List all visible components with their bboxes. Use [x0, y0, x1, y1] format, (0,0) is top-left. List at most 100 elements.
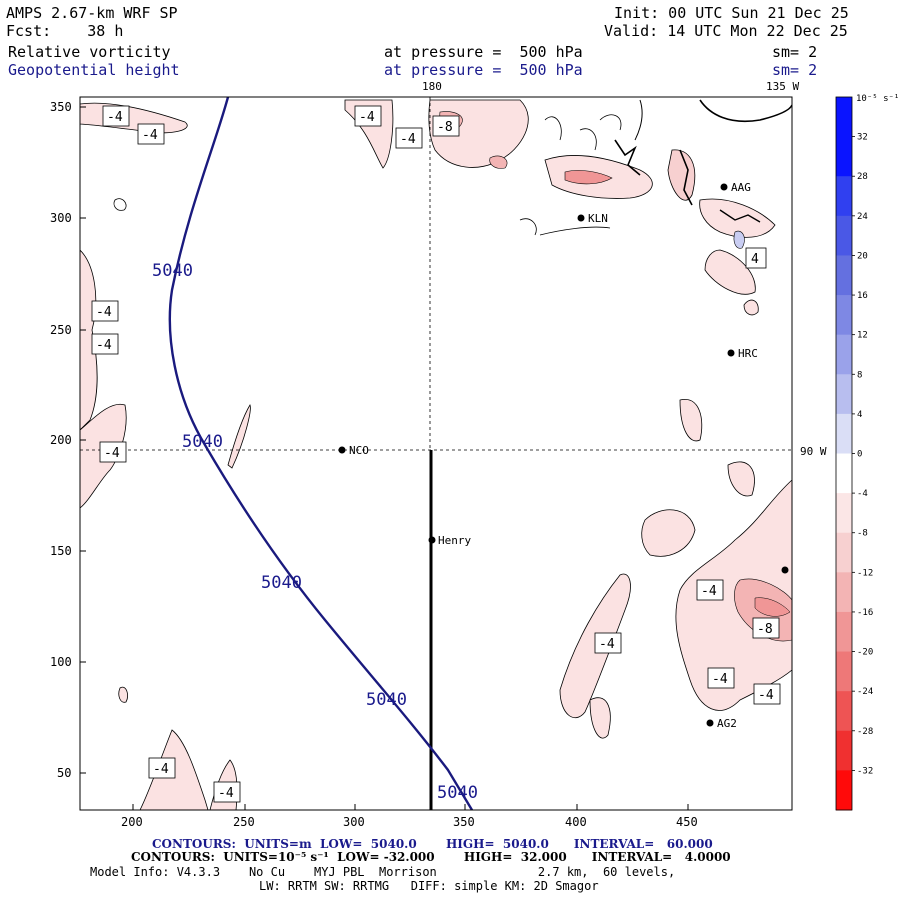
colorbar-cell: [836, 176, 852, 217]
svg-text:-8: -8: [437, 120, 453, 135]
colorbar-label: 0: [857, 450, 862, 460]
footer-height-contours: CONTOURS: UNITS=m LOW= 5040.0 HIGH= 5040…: [152, 837, 713, 851]
colorbar-label: 24: [857, 212, 868, 222]
svg-text:-4: -4: [96, 305, 112, 320]
vort-label: -4: [102, 105, 130, 127]
y-tick-250: 250: [50, 323, 72, 337]
vort-label: -4: [213, 781, 241, 803]
svg-text:-4: -4: [153, 762, 169, 777]
colorbar-cell: [836, 493, 852, 534]
x-tick-400: 400: [565, 815, 587, 829]
colorbar-cell: [836, 413, 852, 454]
colorbar-label: 4: [857, 410, 862, 420]
colorbar-cell: [836, 770, 852, 811]
vort-label: -4: [594, 632, 622, 654]
colorbar-label: 28: [857, 172, 868, 182]
axis-ticks: [80, 106, 689, 810]
vorticity-shading: [80, 99, 792, 810]
x-tick-350: 350: [453, 815, 475, 829]
footer-model-info: Model Info: V4.3.3 No Cu MYJ PBL Morriso…: [90, 865, 676, 879]
vort-label: -4: [137, 123, 165, 145]
forecast-hour: Fcst: 38 h: [6, 22, 124, 40]
station-aag: AAG: [720, 181, 751, 194]
height-label-3: 5040: [261, 573, 302, 593]
meridian-90w: 90 W: [800, 445, 827, 458]
meridian-180: 180: [422, 80, 442, 93]
meridian-135w: 135 W: [766, 80, 799, 93]
colorbar-label: 32: [857, 133, 868, 143]
station-kln: KLN: [577, 212, 608, 225]
init-time: Init: 00 UTC Sun 21 Dec 25: [614, 4, 849, 22]
height-label-5: 5040: [437, 783, 478, 803]
footer-vort-contours: CONTOURS: UNITS=10⁻⁵ s⁻¹ LOW= -32.000 HI…: [131, 850, 731, 864]
y-tick-100: 100: [50, 655, 72, 669]
valid-time: Valid: 14 UTC Mon 22 Dec 25: [604, 22, 848, 40]
svg-text:-4: -4: [104, 446, 120, 461]
colorbar-label: -4: [857, 489, 868, 499]
vort-label: 4: [745, 247, 767, 269]
x-tick-450: 450: [676, 815, 698, 829]
vort-label: -4: [395, 127, 423, 149]
svg-text:KLN: KLN: [588, 212, 608, 225]
colorbar-cell: [836, 136, 852, 177]
svg-text:HRC: HRC: [738, 347, 758, 360]
colorbar-cell: [836, 572, 852, 613]
colorbar-label: -32: [857, 766, 873, 776]
model-title: AMPS 2.67-km WRF SP: [6, 4, 178, 22]
colorbar-label: -8: [857, 529, 868, 539]
colorbar-cell: [836, 97, 852, 138]
svg-text:-4: -4: [400, 132, 416, 147]
svg-text:NCO: NCO: [349, 444, 369, 457]
y-tick-50: 50: [57, 766, 71, 780]
height-label-1: 5040: [152, 261, 193, 281]
svg-text:-4: -4: [599, 637, 615, 652]
colorbar-label: -28: [857, 727, 873, 737]
colorbar-label: -12: [857, 568, 873, 578]
colorbar-label: 20: [857, 251, 868, 261]
y-tick-300: 300: [50, 211, 72, 225]
svg-text:-4: -4: [107, 110, 123, 125]
svg-text:-4: -4: [218, 786, 234, 801]
colorbar-cell: [836, 651, 852, 692]
x-tick-200: 200: [121, 815, 143, 829]
colorbar-unit: 10⁻⁵ s⁻¹: [856, 94, 899, 104]
vort-label: -4: [753, 683, 781, 705]
colorbar-label: 16: [857, 291, 868, 301]
vort-label: -4: [354, 105, 382, 127]
footer-physics: LW: RRTM SW: RRTMG DIFF: simple KM: 2D S…: [259, 879, 599, 893]
vort-label: -4: [696, 579, 724, 601]
y-tick-150: 150: [50, 544, 72, 558]
field1-name: Relative vorticity: [8, 43, 171, 61]
vort-label: -4: [148, 757, 176, 779]
colorbar-cell: [836, 215, 852, 256]
station-ag2: AG2: [706, 717, 737, 730]
colorbar-cell: [836, 453, 852, 494]
y-tick-200: 200: [50, 433, 72, 447]
colorbar-cell: [836, 374, 852, 415]
colorbar-label: -16: [857, 608, 873, 618]
field1-smoothing: sm= 2: [772, 43, 818, 61]
colorbar-cell: [836, 334, 852, 375]
height-label-4: 5040: [366, 690, 407, 710]
svg-text:-4: -4: [359, 110, 375, 125]
svg-text:-4: -4: [142, 128, 158, 143]
station-nco: NCO: [338, 444, 369, 457]
svg-text:-4: -4: [701, 584, 717, 599]
svg-text:AG2: AG2: [717, 717, 737, 730]
colorbar-label: -24: [857, 687, 873, 697]
station-hrc: HRC: [727, 347, 758, 360]
colorbar-cell: [836, 295, 852, 336]
height-label-2: 5040: [182, 432, 223, 452]
svg-text:4: 4: [751, 252, 759, 267]
colorbar-label: 12: [857, 331, 868, 341]
vort-label: -8: [752, 617, 780, 639]
svg-text:-4: -4: [712, 672, 728, 687]
field2-name: Geopotential height: [8, 61, 180, 79]
svg-text:-8: -8: [757, 622, 773, 637]
colorbar-cell: [836, 611, 852, 653]
vort-label: -8: [432, 115, 460, 137]
colorbar-cell: [836, 532, 852, 573]
colorbar-cell: [836, 691, 852, 732]
vort-label: -4: [91, 300, 119, 322]
